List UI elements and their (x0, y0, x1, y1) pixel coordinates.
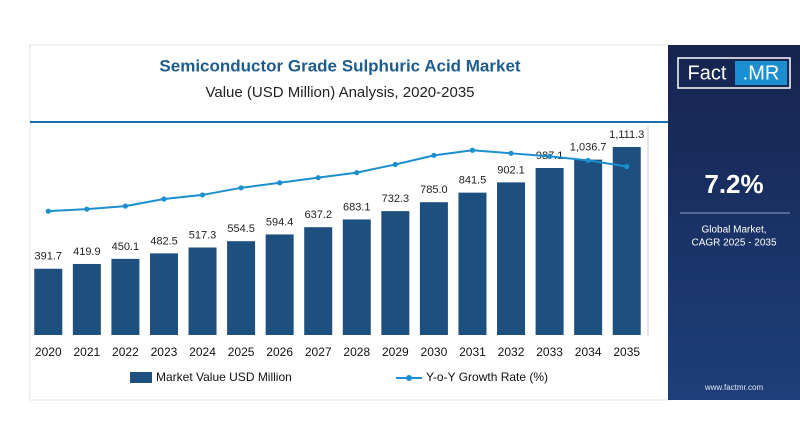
line (48, 149, 627, 213)
x-tick-label: 2027 (305, 345, 332, 359)
x-tick-label: 2026 (266, 345, 293, 359)
cagr-label: CAGR 2025 - 2035 (691, 238, 776, 249)
legend-label: Market Value USD Million (156, 370, 292, 384)
x-tick-label: 2031 (459, 345, 486, 359)
chart-title: Semiconductor Grade Sulphuric Acid Marke… (159, 56, 521, 75)
line-point (624, 163, 630, 170)
bar (188, 247, 217, 335)
x-tick-label: 2035 (613, 345, 640, 359)
bar (34, 268, 63, 335)
data-label: 1,111.3 (609, 129, 644, 141)
cagr-label: Global Market, (701, 225, 766, 236)
line-point (45, 208, 51, 214)
data-label: 391.7 (35, 251, 63, 263)
data-label: 419.9 (73, 246, 101, 258)
line-point (469, 147, 476, 153)
data-label: 732.3 (382, 193, 410, 205)
line-point (392, 161, 398, 168)
x-tick-label: 2033 (536, 345, 563, 359)
line-point (122, 203, 129, 209)
line-point (238, 185, 244, 191)
line-point (199, 192, 206, 198)
bar (227, 241, 256, 335)
bar (111, 258, 140, 335)
x-tick-label: 2022 (112, 345, 139, 359)
data-label: 902.1 (497, 164, 525, 176)
bar (574, 159, 603, 335)
bar (612, 147, 641, 335)
line-point (431, 152, 437, 158)
x-tick-label: 2028 (343, 345, 370, 359)
data-label: 594.4 (266, 216, 294, 228)
line-point (585, 157, 591, 164)
x-tick-label: 2021 (73, 345, 100, 359)
data-label: 554.5 (227, 223, 255, 235)
bar (72, 263, 101, 335)
website: www.factmr.com (704, 383, 764, 392)
line-point (277, 180, 283, 186)
data-label: 683.1 (343, 201, 371, 213)
bar (265, 234, 294, 335)
line-point (84, 206, 90, 212)
x-tick-label: 2024 (189, 345, 216, 359)
data-label: 785.0 (420, 184, 448, 196)
bar (458, 192, 487, 335)
legend-label: Y-o-Y Growth Rate (%) (426, 370, 548, 384)
data-label: 517.3 (189, 229, 217, 241)
data-label: 450.1 (112, 241, 140, 253)
bar (342, 219, 371, 335)
x-tick-label: 2032 (498, 345, 525, 359)
logo-highlight (735, 61, 787, 85)
x-tick-label: 2030 (421, 345, 448, 359)
x-tick-label: 2025 (228, 345, 255, 359)
x-tick-label: 2034 (575, 345, 602, 359)
chart-subtitle: Value (USD Million) Analysis, 2020-2035 (205, 84, 474, 101)
bar (497, 182, 526, 335)
logo-text: Fact (688, 62, 727, 84)
bar (304, 227, 333, 335)
bar (535, 168, 564, 335)
line-point (161, 196, 167, 202)
line-point (315, 175, 321, 181)
x-tick-label: 2020 (35, 345, 62, 359)
data-label: 841.5 (459, 175, 487, 187)
bar (419, 202, 448, 335)
bar (149, 253, 178, 335)
line-point (508, 150, 514, 156)
line-point (354, 170, 360, 176)
line-point (546, 153, 553, 159)
cagr-value: 7.2% (704, 169, 763, 199)
x-tick-label: 2023 (151, 345, 178, 359)
data-label: 1,036.7 (570, 142, 607, 154)
logo-frame (677, 57, 791, 89)
data-label: 637.2 (304, 209, 332, 221)
logo-text: .MR (743, 62, 780, 84)
bar (381, 211, 410, 335)
legend-swatch (130, 372, 152, 383)
x-tick-label: 2029 (382, 345, 409, 359)
legend-swatch (406, 375, 412, 381)
data-label: 482.5 (150, 235, 178, 247)
side-panel (668, 45, 800, 400)
